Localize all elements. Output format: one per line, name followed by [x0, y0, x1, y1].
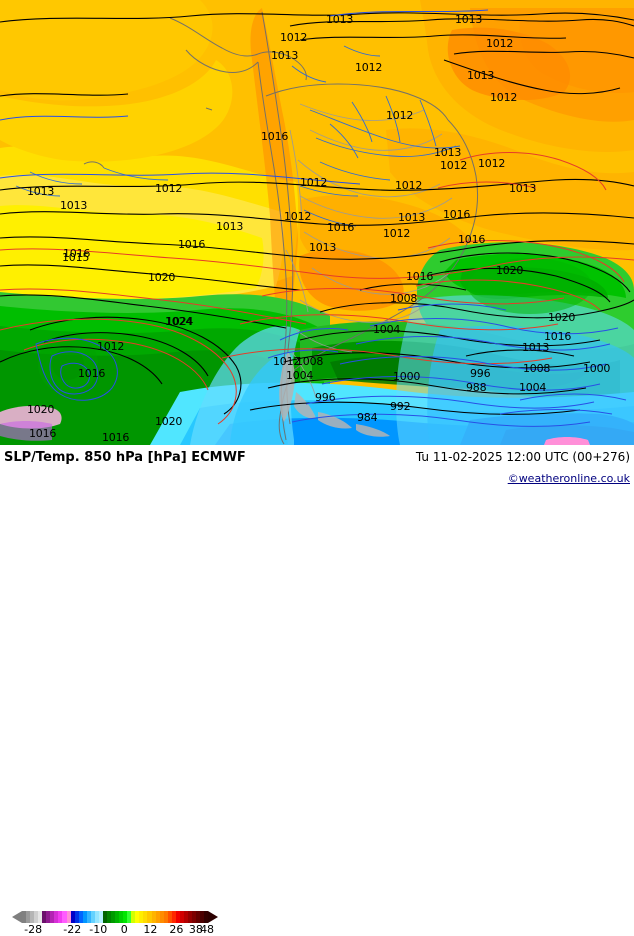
- colorbar-right-arrow-cap: [208, 911, 218, 923]
- colorbar-tick--28: -28: [24, 923, 43, 936]
- colorbar-tick--22: -22: [63, 923, 82, 936]
- isobars-black: [0, 12, 634, 415]
- temp-core-high-e: [468, 258, 592, 314]
- map-panel[interactable]: 1013 1013 1012 1012 1013 1012 1013 1012 1012 1016…: [0, 0, 634, 445]
- valid-datetime-label: Tu 11-02-2025 12:00 UTC (00+276): [415, 450, 630, 464]
- chart-title: SLP/Temp. 850 hPa [hPa] ECMWF: [4, 450, 246, 465]
- colorbar-left-arrow-cap: [12, 911, 22, 923]
- temp-band-yellow-3: [0, 205, 264, 300]
- country-borders: [285, 103, 453, 399]
- rivers: [15, 45, 461, 227]
- copyright-link[interactable]: ©weatheronline.co.uk: [507, 472, 630, 485]
- colorbar-tick-12: 12: [143, 923, 158, 936]
- temp-band-magenta-se: [544, 437, 590, 445]
- temp-band-cyan-se2: [427, 325, 634, 445]
- colorbar-tick-48: 48: [200, 923, 215, 936]
- isobars-blue: [0, 9, 627, 427]
- temp-band-cyan-sw2: [230, 354, 292, 445]
- temp-band-deep-orange-amazon: [299, 249, 404, 311]
- colorbar-tick--10: -10: [89, 923, 108, 936]
- footer-bar: SLP/Temp. 850 hPa [hPa] ECMWF Tu 11-02-2…: [0, 445, 634, 936]
- temp-band-hot-ne: [447, 27, 571, 101]
- colorbar-tick-26: 26: [169, 923, 184, 936]
- temp-band-violet-sw: [0, 421, 52, 441]
- weather-map-canvas[interactable]: [0, 0, 634, 445]
- temp-band-orange-mid: [386, 128, 634, 251]
- isobars-red: [0, 152, 634, 425]
- colorbar-tick-labels: -28 -22 -10 0 12 26 38 48: [0, 923, 240, 936]
- temp-band-orange-nw: [0, 0, 213, 101]
- temp-band-yellowish-nw: [0, 60, 233, 162]
- temperature-colorbar: [12, 911, 222, 923]
- colorbar-strip: [22, 911, 209, 923]
- colorbar-tick-0: 0: [120, 923, 128, 936]
